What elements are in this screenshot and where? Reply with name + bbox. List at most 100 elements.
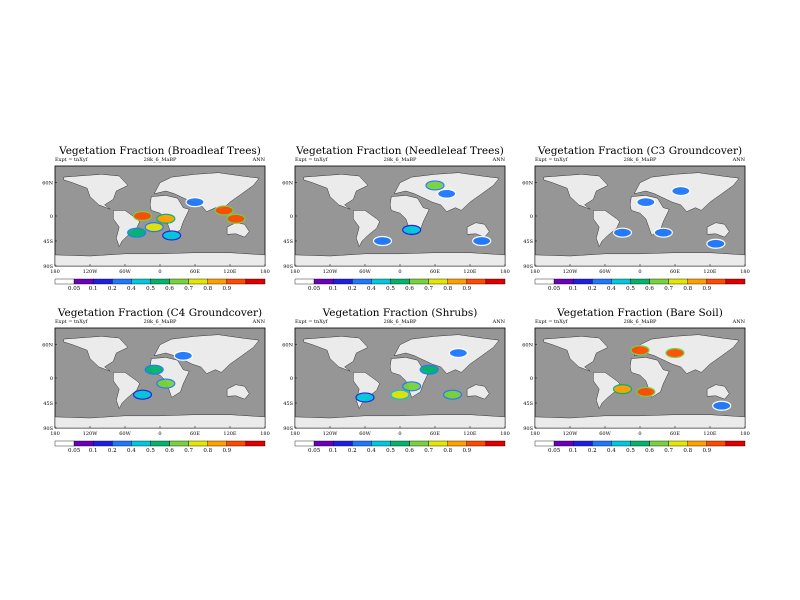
colorbar-swatch (485, 278, 506, 285)
colorbar-swatch (466, 440, 487, 447)
colorbar-label: 0.05 (308, 448, 321, 454)
lon-tick-label: 180 (50, 431, 60, 437)
land-mass (63, 174, 129, 210)
fraction-region (226, 213, 246, 224)
lat-tick-label: 60N (522, 343, 533, 349)
colorbar-label: 0.05 (68, 448, 81, 454)
lon-tick-label: 60E (430, 269, 440, 275)
fraction-region (665, 347, 685, 359)
lat-tick-label: 45S (43, 401, 53, 407)
season-label: ANN (252, 319, 266, 325)
panel-title: Vegetation Fraction (Needleleaf Trees) (295, 145, 504, 157)
colorbar-label: 0.8 (683, 286, 692, 292)
colorbar-swatch (447, 440, 468, 447)
colorbar-swatch (92, 440, 113, 447)
lon-tick-label: 120W (323, 269, 339, 275)
lat-tick-label: 60N (282, 343, 293, 349)
land-mass (303, 174, 369, 210)
lon-tick-label: 180 (530, 269, 540, 275)
colorbar-label: 0.1 (329, 286, 338, 292)
fraction-region (671, 185, 691, 197)
lat-tick-label: 0 (530, 376, 533, 382)
panel-title: Vegetation Fraction (C4 Groundcover) (57, 307, 262, 319)
colorbar: 0.05 0.1 0.2 0.4 0.5 0.6 0.7 0.8 0.9 (54, 440, 266, 454)
land-mass (593, 210, 620, 248)
colorbar-label: 0.1 (329, 448, 338, 454)
fraction-region (472, 235, 492, 247)
fraction-region (448, 347, 468, 359)
lat-tick-label: 45S (523, 239, 533, 245)
experiment-label: Expt = tnXyf (295, 319, 329, 325)
experiment-label: Expt = tnXyf (55, 157, 89, 163)
lon-tick-label: 60W (359, 269, 371, 275)
colorbar: 0.05 0.1 0.2 0.4 0.5 0.6 0.7 0.8 0.9 (534, 440, 746, 454)
colorbar-swatch (371, 278, 391, 285)
lat-tick-label: 90S (43, 426, 53, 432)
colorbar-label: 0.4 (367, 286, 376, 292)
lat-tick-label: 60N (282, 181, 293, 187)
map-panel-2: Vegetation Fraction (Needleleaf Trees)Ex… (282, 145, 510, 292)
colorbar-label: 0.4 (127, 286, 136, 292)
land-mass (629, 357, 670, 398)
land-mass (466, 384, 490, 400)
colorbar-label: 0.8 (443, 448, 452, 454)
fraction-region (156, 378, 176, 389)
colorbar-swatch (668, 440, 688, 447)
fraction-region (630, 345, 650, 356)
colorbar-label: 0.05 (308, 286, 321, 292)
lon-tick-label: 180 (500, 431, 510, 437)
colorbar-label: 0.7 (184, 286, 193, 292)
land-mass (535, 252, 745, 266)
fraction-region (390, 389, 410, 400)
season-label: ANN (252, 157, 266, 163)
land-mass (295, 414, 505, 428)
fraction-region (144, 222, 164, 233)
colorbar-swatch (447, 278, 468, 285)
colorbar-swatch (169, 278, 189, 285)
colorbar-swatch (428, 278, 448, 285)
colorbar-swatch (668, 278, 688, 285)
colorbar-label: 0.7 (424, 286, 433, 292)
colorbar-swatch (332, 278, 353, 285)
colorbar-swatch (371, 440, 391, 447)
lon-tick-label: 120E (223, 431, 237, 437)
lon-tick-label: 120E (463, 269, 477, 275)
land-mass (353, 210, 380, 248)
lon-tick-label: 60E (190, 269, 200, 275)
colorbar-label: 0.2 (348, 448, 357, 454)
colorbar-label: 0.9 (222, 286, 231, 292)
colorbar-swatch (630, 440, 650, 447)
colorbar-label: 0.6 (165, 448, 174, 454)
land-mass (393, 334, 500, 374)
colorbar-swatch (485, 440, 506, 447)
colorbar-label: 0.9 (462, 286, 471, 292)
lat-tick-label: 0 (290, 214, 293, 220)
lat-tick-label: 90S (283, 426, 293, 432)
colorbar-swatch (169, 440, 189, 447)
fraction-region (185, 197, 205, 208)
fraction-region (402, 381, 422, 392)
lon-tick-label: 180 (530, 431, 540, 437)
run-label: 28k_6_MaBP (144, 157, 177, 163)
run-label: 28k_6_MaBP (624, 157, 657, 163)
fraction-region (706, 238, 726, 249)
lon-tick-label: 60E (670, 269, 680, 275)
lon-tick-label: 180 (740, 269, 750, 275)
colorbar: 0.05 0.1 0.2 0.4 0.5 0.6 0.7 0.8 0.9 (294, 440, 506, 454)
colorbar-swatch (352, 440, 372, 447)
panel-title: Vegetation Fraction (Broadleaf Trees) (58, 145, 261, 157)
land-mass (593, 372, 620, 410)
fraction-region (437, 188, 457, 199)
run-label: 28k_6_MaBP (384, 157, 417, 163)
fraction-region (636, 386, 656, 397)
fraction-region (653, 227, 673, 238)
fraction-region (132, 210, 153, 222)
colorbar-swatch (553, 278, 574, 285)
colorbar-swatch (150, 278, 170, 285)
colorbar-label: 0.05 (548, 448, 561, 454)
colorbar-label: 0.8 (443, 286, 452, 292)
fraction-region (419, 364, 439, 375)
land-mass (543, 174, 609, 210)
colorbar-swatch (534, 278, 555, 285)
colorbar-label: 0.2 (108, 448, 117, 454)
